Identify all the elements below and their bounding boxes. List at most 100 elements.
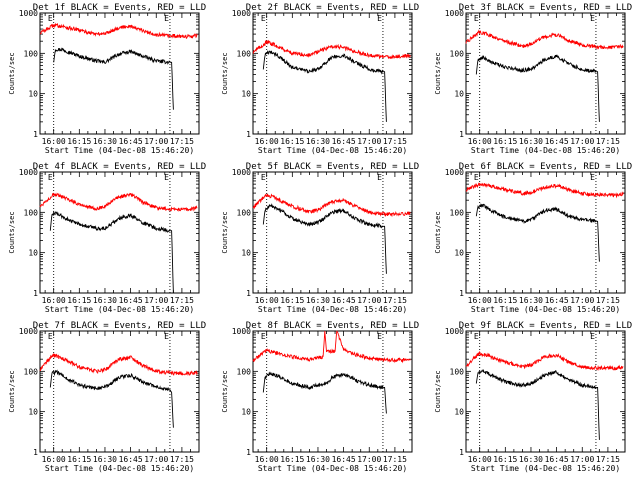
x-tick-label: 16:30 bbox=[93, 455, 117, 464]
x-tick-label: 16:45 bbox=[545, 296, 569, 305]
y-axis-label: Counts/sec bbox=[8, 370, 16, 412]
x-tick-label: 16:15 bbox=[493, 137, 517, 146]
corner-marker: E bbox=[48, 14, 53, 23]
events-series-line bbox=[49, 369, 174, 428]
x-tick-label: 17:15 bbox=[383, 296, 407, 305]
events-series-line bbox=[53, 47, 174, 110]
y-axis-label: Counts/sec bbox=[221, 211, 229, 253]
corner-marker: E bbox=[377, 14, 382, 23]
y-tick-label: 1 bbox=[459, 289, 464, 298]
x-tick-label: 17:15 bbox=[596, 455, 620, 464]
x-tick-label: 16:00 bbox=[255, 296, 279, 305]
y-tick-label: 100 bbox=[24, 367, 39, 376]
y-tick-label: 10 bbox=[28, 90, 38, 99]
x-axis-label: Start Time (04-Dec-08 15:46:20) bbox=[258, 146, 407, 155]
x-axis-label: Start Time (04-Dec-08 15:46:20) bbox=[258, 464, 407, 473]
x-tick-label: 17:15 bbox=[383, 137, 407, 146]
events-series-line bbox=[262, 49, 387, 122]
panel-6: Det 6f BLACK = Events, RED = LLD 1 10 100 10… bbox=[434, 162, 632, 314]
y-tick-label: 1 bbox=[246, 130, 251, 139]
x-tick-label: 16:30 bbox=[306, 137, 330, 146]
x-tick-label: 16:00 bbox=[468, 455, 492, 464]
panel-4: Det 4f BLACK = Events, RED = LLD 1 10 100 10… bbox=[8, 162, 206, 314]
x-tick-label: 17:00 bbox=[144, 296, 168, 305]
x-tick-label: 17:00 bbox=[570, 296, 594, 305]
corner-marker: E bbox=[474, 332, 479, 341]
panel-5: Det 5f BLACK = Events, RED = LLD 1 10 100 10… bbox=[221, 162, 419, 314]
corner-marker: E bbox=[164, 14, 169, 23]
x-tick-label: 16:45 bbox=[545, 455, 569, 464]
x-tick-label: 17:00 bbox=[570, 137, 594, 146]
corner-marker: E bbox=[164, 332, 169, 341]
x-tick-label: 16:30 bbox=[519, 296, 543, 305]
plot-frame bbox=[252, 330, 413, 453]
corner-marker: E bbox=[48, 173, 53, 182]
panel-title: Det 1f BLACK = Events, RED = LLD bbox=[33, 3, 206, 13]
y-axis-label: Counts/sec bbox=[221, 370, 229, 412]
lld-series-line bbox=[39, 22, 198, 39]
lld-series-line bbox=[39, 353, 198, 376]
y-tick-label: 1000 bbox=[445, 168, 464, 177]
y-tick-label: 1000 bbox=[19, 9, 38, 18]
y-axis-label: Counts/sec bbox=[221, 52, 229, 94]
x-tick-label: 16:00 bbox=[468, 296, 492, 305]
events-series-line bbox=[475, 368, 600, 440]
x-tick-label: 16:00 bbox=[42, 455, 66, 464]
panel-title: Det 4f BLACK = Events, RED = LLD bbox=[33, 162, 206, 172]
x-tick-label: 16:15 bbox=[67, 296, 91, 305]
panel-9: Det 9f BLACK = Events, RED = LLD 1 10 100 10… bbox=[434, 321, 632, 473]
y-tick-label: 100 bbox=[24, 208, 39, 217]
x-tick-label: 17:15 bbox=[596, 137, 620, 146]
x-tick-label: 16:15 bbox=[280, 137, 304, 146]
x-axis-label: Start Time (04-Dec-08 15:46:20) bbox=[258, 305, 407, 314]
panel-3: Det 3f BLACK = Events, RED = LLD 1 10 100 10… bbox=[434, 3, 632, 155]
x-tick-label: 16:15 bbox=[493, 296, 517, 305]
y-axis-label: Counts/sec bbox=[434, 211, 442, 253]
y-tick-label: 100 bbox=[237, 208, 252, 217]
corner-marker: E bbox=[261, 332, 266, 341]
plot-frame bbox=[39, 171, 200, 294]
corner-marker: E bbox=[474, 14, 479, 23]
plot-frame bbox=[252, 171, 413, 294]
lld-series-line bbox=[252, 39, 411, 60]
x-tick-label: 17:00 bbox=[144, 137, 168, 146]
y-axis-label: Counts/sec bbox=[434, 52, 442, 94]
events-series-line bbox=[475, 54, 600, 122]
x-tick-label: 17:15 bbox=[170, 455, 194, 464]
events-series-line bbox=[49, 210, 174, 294]
x-tick-label: 16:30 bbox=[93, 296, 117, 305]
x-tick-label: 16:45 bbox=[332, 296, 356, 305]
y-tick-label: 10 bbox=[454, 90, 464, 99]
y-tick-label: 10 bbox=[241, 90, 251, 99]
panel-title: Det 5f BLACK = Events, RED = LLD bbox=[246, 162, 419, 172]
plot-frame bbox=[465, 171, 626, 294]
corner-marker: E bbox=[377, 332, 382, 341]
y-tick-label: 1000 bbox=[232, 168, 251, 177]
x-axis-label: Start Time (04-Dec-08 15:46:20) bbox=[471, 146, 620, 155]
x-axis-label: Start Time (04-Dec-08 15:46:20) bbox=[45, 146, 194, 155]
lld-series-line bbox=[465, 350, 624, 371]
events-series-line bbox=[475, 203, 600, 262]
x-tick-label: 16:15 bbox=[280, 296, 304, 305]
x-tick-label: 17:00 bbox=[570, 455, 594, 464]
y-tick-label: 100 bbox=[450, 49, 465, 58]
x-tick-label: 16:30 bbox=[519, 455, 543, 464]
y-tick-label: 100 bbox=[450, 367, 465, 376]
y-tick-label: 10 bbox=[28, 408, 38, 417]
corner-marker: E bbox=[377, 173, 382, 182]
x-axis-label: Start Time (04-Dec-08 15:46:20) bbox=[45, 464, 194, 473]
corner-marker: E bbox=[48, 332, 53, 341]
panel-title: Det 3f BLACK = Events, RED = LLD bbox=[459, 3, 632, 13]
y-tick-label: 1000 bbox=[19, 327, 38, 336]
x-tick-label: 16:30 bbox=[519, 137, 543, 146]
y-tick-label: 10 bbox=[241, 408, 251, 417]
x-tick-label: 16:45 bbox=[545, 137, 569, 146]
x-tick-label: 17:00 bbox=[357, 455, 381, 464]
x-tick-label: 16:00 bbox=[255, 137, 279, 146]
x-tick-label: 17:15 bbox=[170, 296, 194, 305]
y-tick-label: 1000 bbox=[19, 168, 38, 177]
x-tick-label: 16:15 bbox=[493, 455, 517, 464]
x-tick-label: 17:00 bbox=[357, 137, 381, 146]
